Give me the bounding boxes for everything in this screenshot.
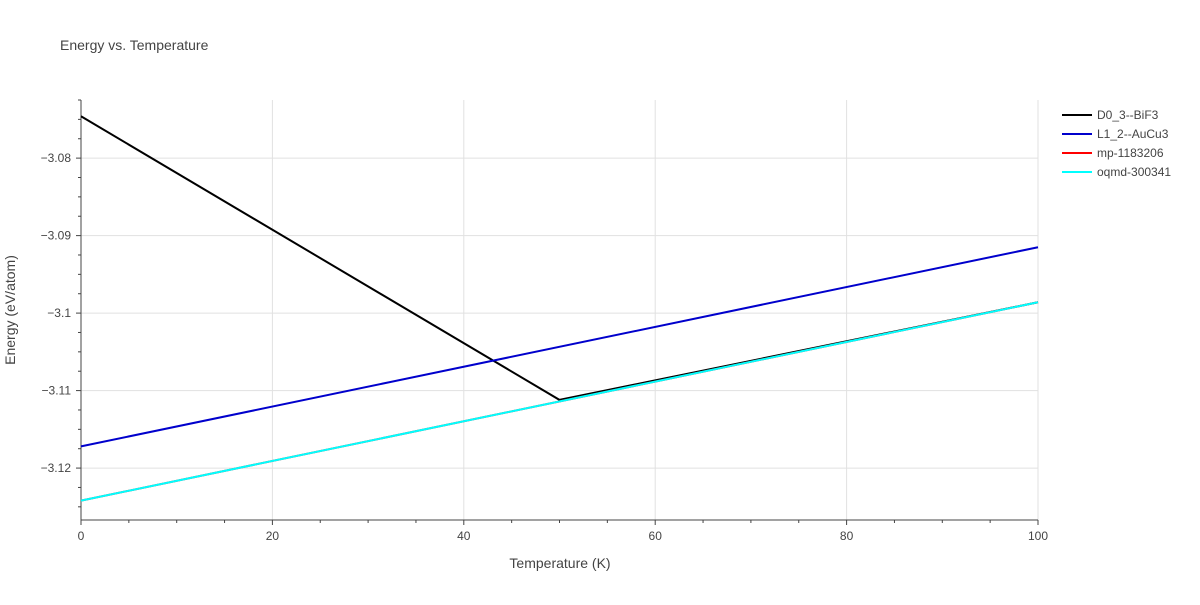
x-tick-label: 80 — [840, 529, 854, 543]
legend-item-d0-3-bif3[interactable]: D0_3--BiF3 — [1062, 108, 1159, 122]
x-tick-label: 100 — [1028, 529, 1048, 543]
x-tick-label: 0 — [78, 529, 85, 543]
series-line-oqmd-300341 — [80, 301, 1039, 502]
y-axis-label: Energy (eV/atom) — [2, 255, 18, 365]
legend[interactable]: D0_3--BiF3 L1_2--AuCu3 mp-1183206 oqmd-3003… — [1062, 108, 1171, 179]
series-line-l1-2-aucu3 — [80, 246, 1039, 448]
legend-label: mp-1183206 — [1097, 146, 1164, 160]
y-tick-label: −3.09 — [41, 229, 72, 243]
y-tick-label: −3.11 — [42, 384, 72, 398]
legend-label: D0_3--BiF3 — [1097, 108, 1159, 122]
x-tick-label: 40 — [457, 529, 471, 543]
y-tick-label: −3.1 — [47, 306, 71, 320]
x-axis-label: Temperature (K) — [509, 555, 610, 571]
legend-item-mp-1183206[interactable]: mp-1183206 — [1062, 146, 1164, 160]
legend-label: oqmd-300341 — [1097, 165, 1171, 179]
grid-layer — [81, 100, 1039, 520]
x-tick-label: 20 — [266, 529, 280, 543]
axes-layer: 0 20 40 60 80 100 −3.08 −3.09 −3.1 −3.11 −3.12 — [41, 99, 1048, 543]
legend-item-oqmd-300341[interactable]: oqmd-300341 — [1062, 165, 1171, 179]
chart-title: Energy vs. Temperature — [60, 37, 209, 53]
x-tick-label: 60 — [649, 529, 663, 543]
y-tick-label: −3.08 — [41, 151, 72, 165]
y-tick-label: −3.12 — [41, 461, 72, 475]
legend-label: L1_2--AuCu3 — [1097, 127, 1169, 141]
series-layer — [80, 115, 1039, 502]
legend-item-l1-2-aucu3[interactable]: L1_2--AuCu3 — [1062, 127, 1169, 141]
